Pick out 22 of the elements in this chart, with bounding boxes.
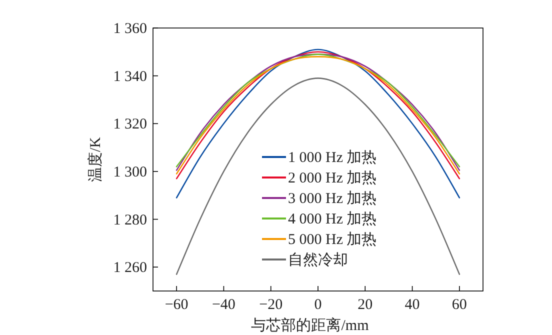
legend-label: 5 000 Hz 加热 bbox=[288, 231, 377, 248]
legend-label: 2 000 Hz 加热 bbox=[288, 170, 377, 186]
x-tick-label: −40 bbox=[212, 297, 236, 313]
x-tick-label: 20 bbox=[358, 297, 373, 313]
legend-label: 3 000 Hz 加热 bbox=[288, 190, 377, 207]
x-tick-label: −20 bbox=[259, 297, 283, 313]
y-tick-label: 1 360 bbox=[113, 21, 147, 37]
legend-label: 1 000 Hz 加热 bbox=[288, 149, 377, 166]
y-tick-label: 1 300 bbox=[113, 164, 147, 180]
x-axis-title: 与芯部的距离/mm bbox=[251, 317, 370, 334]
x-tick-label: 40 bbox=[404, 297, 420, 313]
x-tick-label: −60 bbox=[164, 297, 188, 313]
legend-label: 自然冷却 bbox=[288, 252, 348, 268]
y-axis-title: 温度/K bbox=[87, 136, 104, 182]
x-tick-label: 60 bbox=[452, 297, 467, 313]
legend-label: 4 000 Hz 加热 bbox=[288, 210, 377, 228]
y-tick-label: 1 320 bbox=[113, 116, 147, 133]
y-tick-label: 1 280 bbox=[113, 212, 147, 228]
x-tick-label: 0 bbox=[314, 297, 322, 313]
y-tick-label: 1 340 bbox=[113, 68, 147, 85]
y-tick-label: 1 260 bbox=[113, 260, 147, 276]
line-series bbox=[176, 78, 460, 275]
